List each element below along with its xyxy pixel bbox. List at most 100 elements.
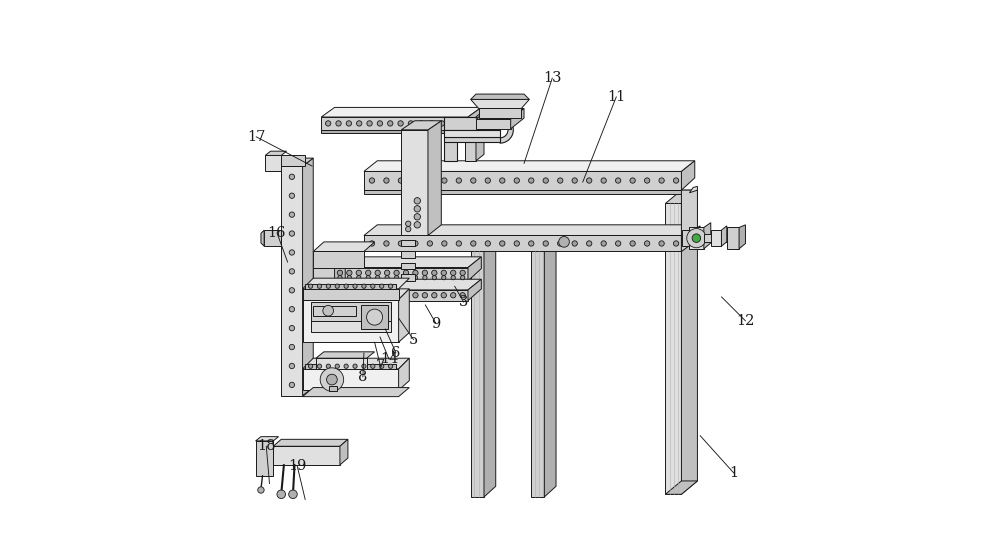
Circle shape bbox=[375, 270, 380, 276]
Circle shape bbox=[572, 241, 577, 246]
Circle shape bbox=[587, 241, 592, 246]
Circle shape bbox=[380, 284, 384, 288]
Polygon shape bbox=[476, 119, 511, 129]
Polygon shape bbox=[468, 257, 481, 281]
Circle shape bbox=[500, 178, 505, 183]
Polygon shape bbox=[401, 240, 415, 246]
Polygon shape bbox=[665, 190, 697, 203]
Circle shape bbox=[432, 276, 436, 280]
Circle shape bbox=[615, 178, 621, 183]
Circle shape bbox=[485, 241, 490, 246]
Circle shape bbox=[514, 241, 519, 246]
Polygon shape bbox=[681, 161, 695, 190]
Polygon shape bbox=[316, 358, 367, 369]
Circle shape bbox=[413, 276, 418, 280]
Polygon shape bbox=[303, 300, 399, 342]
Circle shape bbox=[371, 364, 375, 369]
Circle shape bbox=[347, 293, 352, 298]
Circle shape bbox=[289, 231, 295, 236]
Circle shape bbox=[439, 121, 445, 126]
Polygon shape bbox=[471, 251, 484, 497]
Circle shape bbox=[376, 276, 380, 280]
Circle shape bbox=[289, 307, 295, 312]
Circle shape bbox=[323, 305, 334, 316]
Polygon shape bbox=[256, 437, 279, 441]
Circle shape bbox=[471, 178, 476, 183]
Circle shape bbox=[356, 270, 361, 276]
Text: 17: 17 bbox=[247, 130, 265, 144]
Circle shape bbox=[427, 241, 433, 246]
Circle shape bbox=[529, 241, 534, 246]
Circle shape bbox=[277, 490, 285, 499]
Polygon shape bbox=[689, 186, 697, 193]
Circle shape bbox=[258, 487, 264, 493]
Circle shape bbox=[630, 178, 635, 183]
Circle shape bbox=[460, 293, 465, 298]
Polygon shape bbox=[471, 94, 529, 100]
Circle shape bbox=[317, 364, 322, 369]
Circle shape bbox=[601, 178, 606, 183]
Circle shape bbox=[406, 226, 411, 232]
Circle shape bbox=[337, 293, 343, 298]
Polygon shape bbox=[364, 225, 695, 235]
Polygon shape bbox=[329, 386, 337, 391]
Polygon shape bbox=[721, 226, 727, 246]
Circle shape bbox=[413, 241, 418, 246]
Circle shape bbox=[644, 241, 650, 246]
Polygon shape bbox=[401, 121, 441, 130]
Circle shape bbox=[380, 364, 384, 369]
Polygon shape bbox=[303, 289, 399, 300]
Circle shape bbox=[450, 121, 455, 126]
Polygon shape bbox=[681, 190, 697, 251]
Circle shape bbox=[289, 490, 297, 499]
Polygon shape bbox=[531, 240, 556, 251]
Circle shape bbox=[369, 241, 375, 246]
Circle shape bbox=[414, 213, 420, 220]
Polygon shape bbox=[281, 166, 303, 395]
Circle shape bbox=[357, 276, 361, 280]
Polygon shape bbox=[316, 352, 375, 358]
Circle shape bbox=[289, 269, 295, 274]
Circle shape bbox=[432, 270, 437, 276]
Circle shape bbox=[408, 121, 414, 126]
Circle shape bbox=[366, 270, 371, 276]
Polygon shape bbox=[689, 227, 704, 249]
Text: 14: 14 bbox=[380, 352, 398, 366]
Polygon shape bbox=[313, 251, 364, 268]
Polygon shape bbox=[484, 240, 496, 497]
Circle shape bbox=[338, 276, 342, 280]
Polygon shape bbox=[303, 358, 409, 369]
Circle shape bbox=[356, 293, 361, 298]
Circle shape bbox=[442, 276, 446, 280]
Polygon shape bbox=[273, 446, 340, 465]
Circle shape bbox=[308, 284, 313, 288]
Polygon shape bbox=[313, 251, 335, 289]
Circle shape bbox=[394, 293, 399, 298]
Polygon shape bbox=[468, 279, 481, 301]
Polygon shape bbox=[479, 109, 521, 118]
Circle shape bbox=[346, 121, 352, 126]
Text: 11: 11 bbox=[607, 90, 625, 104]
Polygon shape bbox=[511, 109, 524, 129]
Polygon shape bbox=[444, 117, 500, 130]
Circle shape bbox=[673, 178, 679, 183]
Circle shape bbox=[500, 241, 505, 246]
Polygon shape bbox=[264, 230, 281, 246]
Polygon shape bbox=[500, 117, 513, 143]
Circle shape bbox=[398, 178, 404, 183]
Circle shape bbox=[326, 121, 331, 126]
Polygon shape bbox=[471, 240, 496, 251]
Polygon shape bbox=[335, 290, 468, 301]
Polygon shape bbox=[401, 263, 415, 269]
Polygon shape bbox=[335, 268, 468, 281]
Circle shape bbox=[289, 382, 295, 387]
Polygon shape bbox=[273, 439, 348, 446]
Circle shape bbox=[326, 284, 330, 288]
Circle shape bbox=[687, 228, 706, 248]
Polygon shape bbox=[401, 251, 415, 258]
Polygon shape bbox=[303, 158, 313, 395]
Polygon shape bbox=[265, 151, 287, 156]
Circle shape bbox=[384, 178, 389, 183]
Polygon shape bbox=[704, 234, 732, 242]
Circle shape bbox=[336, 121, 341, 126]
